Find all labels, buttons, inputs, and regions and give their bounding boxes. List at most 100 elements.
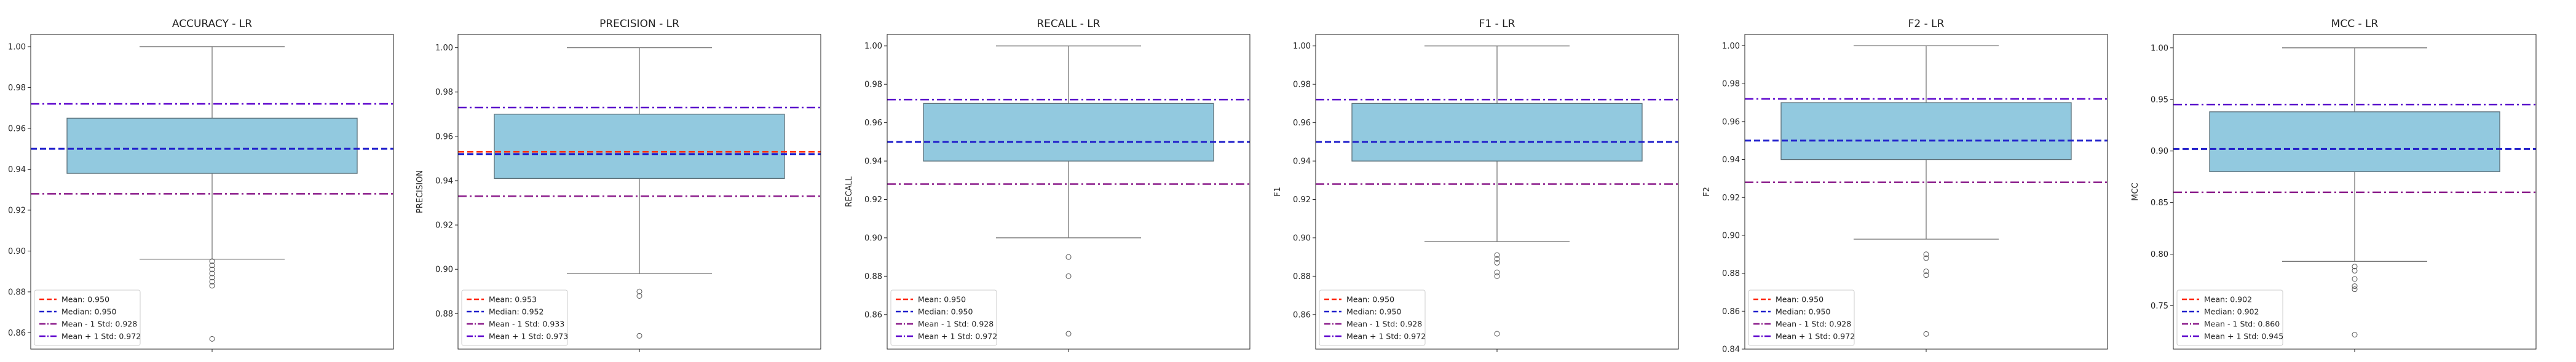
y-tick-label: 0.80 (2151, 250, 2168, 259)
y-tick-label: 1.00 (1293, 42, 1311, 51)
y-tick-label: 0.86 (864, 310, 882, 320)
y-tick-label: 0.92 (8, 206, 26, 215)
legend-entry: Median: 0.950 (1346, 307, 1401, 317)
outlier-point (209, 275, 215, 281)
y-tick-label: 0.90 (1293, 234, 1311, 243)
y-tick-label: 0.92 (1722, 194, 1740, 203)
panel-title: MCC - LR (2331, 18, 2379, 30)
outlier-point (1494, 252, 1500, 258)
legend-entry: Median: 0.950 (918, 307, 973, 317)
outlier-point (1923, 255, 1929, 261)
panel-title: ACCURACY - LR (172, 18, 252, 30)
y-tick-label: 0.90 (8, 247, 26, 256)
panel-4: F1 - LR F1 0.86 0.88 0.90 0.92 0.94 0.96 0.98 1.0… (1273, 18, 1679, 352)
outlier-point (1923, 272, 1929, 278)
outlier-point (1494, 269, 1500, 275)
box (494, 114, 785, 179)
y-tick-label: 0.96 (8, 124, 26, 133)
outlier-point (1494, 331, 1500, 337)
legend-entry: Mean - 1 Std: 0.928 (918, 320, 994, 329)
outlier-point (209, 270, 215, 277)
y-tick-label: 0.95 (2151, 95, 2168, 104)
outlier-point (209, 336, 215, 342)
outlier-point (209, 278, 215, 285)
y-tick-label: 1.00 (864, 42, 882, 51)
y-tick-label: 0.86 (8, 329, 26, 338)
legend-entry: Mean + 1 Std: 0.945 (2204, 332, 2283, 341)
panel-title: F2 - LR (1908, 18, 1945, 30)
outlier-point (209, 266, 215, 272)
legend-entry: Median: 0.950 (1776, 307, 1830, 317)
legend-entry: Mean: 0.950 (918, 295, 966, 304)
outlier-point (2352, 283, 2358, 289)
outlier-point (636, 288, 642, 294)
legend-entry: Mean: 0.950 (61, 295, 109, 304)
y-tick-label: 0.96 (435, 132, 453, 141)
y-tick-label: 0.86 (1293, 310, 1311, 320)
y-tick-label: 0.88 (864, 272, 882, 281)
outlier-point (1923, 269, 1929, 275)
legend-entry: Mean - 1 Std: 0.928 (1776, 320, 1851, 329)
y-tick-label: 0.98 (864, 81, 882, 90)
outlier-point (1494, 260, 1500, 266)
legend-entry: Median: 0.902 (2204, 307, 2259, 317)
y-tick-label: 1.00 (8, 42, 26, 52)
legend: Mean: 0.950 Median: 0.950 Mean - 1 Std: 0.… (34, 289, 141, 346)
legend-entry: Mean: 0.950 (1346, 295, 1394, 304)
y-tick-label: 0.98 (1722, 80, 1740, 89)
panel-title: PRECISION - LR (599, 18, 679, 30)
y-tick-label: 0.90 (2151, 147, 2168, 156)
legend-entry: Mean + 1 Std: 0.972 (1776, 332, 1855, 341)
y-tick-label: 0.94 (1722, 155, 1740, 165)
panel-title: F1 - LR (1479, 18, 1515, 30)
legend-frame (1748, 289, 1855, 346)
outlier-point (2352, 331, 2358, 337)
axes-frame (887, 34, 1250, 350)
legend: Mean: 0.902 Median: 0.902 Mean - 1 Std: 0.… (2176, 289, 2283, 346)
box (1351, 103, 1643, 162)
y-tick-label: 0.84 (1722, 345, 1740, 355)
y-tick-label: 0.92 (1293, 195, 1311, 205)
outlier-point (2352, 267, 2358, 273)
panel-6: MCC - LR MCC 0.75 0.80 0.85 0.90 0.95 1.00 Mean:… (2131, 18, 2537, 352)
box (1780, 102, 2072, 160)
y-axis-label: PRECISION (416, 170, 425, 213)
y-axis-label: F1 (1273, 187, 1282, 197)
legend-entry: Mean - 1 Std: 0.933 (489, 320, 564, 329)
outlier-point (636, 332, 642, 339)
y-tick-label: 0.88 (1293, 272, 1311, 281)
legend: Mean: 0.950 Median: 0.950 Mean - 1 Std: 0.… (1319, 289, 1426, 346)
outlier-point (2352, 264, 2358, 270)
y-tick-label: 0.96 (864, 119, 882, 128)
y-tick-label: 0.96 (1293, 119, 1311, 128)
y-tick-label: 0.88 (1722, 269, 1740, 278)
y-tick-label: 0.90 (864, 234, 882, 243)
y-tick-label: 0.94 (8, 165, 26, 175)
panel-5: F2 - LR F2 0.84 0.86 0.88 0.90 0.92 0.94 0.96 0.9… (1702, 18, 2108, 355)
y-tick-label: 0.94 (435, 176, 453, 186)
box (923, 103, 1214, 162)
panel-3: RECALL - LR RECALL 0.86 0.88 0.90 0.92 0.94 0.9… (845, 18, 1250, 352)
y-tick-label: 0.98 (435, 88, 453, 97)
y-axis-label: MCC (2131, 183, 2140, 200)
y-tick-label: 0.92 (435, 221, 453, 230)
outlier-point (2352, 286, 2358, 293)
legend-entry: Mean + 1 Std: 0.972 (61, 332, 141, 341)
box (66, 117, 358, 174)
axes-frame (2173, 34, 2537, 350)
legend-entry: Mean: 0.953 (489, 295, 537, 304)
panel-title: RECALL - LR (1037, 18, 1100, 30)
legend-entry: Mean + 1 Std: 0.972 (918, 332, 997, 341)
legend-frame (34, 289, 141, 346)
legend: Mean: 0.950 Median: 0.950 Mean - 1 Std: 0.… (890, 289, 997, 346)
y-tick-label: 0.92 (864, 195, 882, 205)
y-axis-label: F2 (1702, 187, 1712, 197)
y-tick-label: 0.90 (1722, 231, 1740, 240)
axes-frame (30, 34, 394, 350)
outlier-point (1923, 251, 1929, 258)
axes-frame (1744, 34, 2108, 350)
y-tick-label: 0.88 (8, 288, 26, 297)
outlier-point (1494, 256, 1500, 262)
y-tick-label: 0.96 (1722, 117, 1740, 127)
